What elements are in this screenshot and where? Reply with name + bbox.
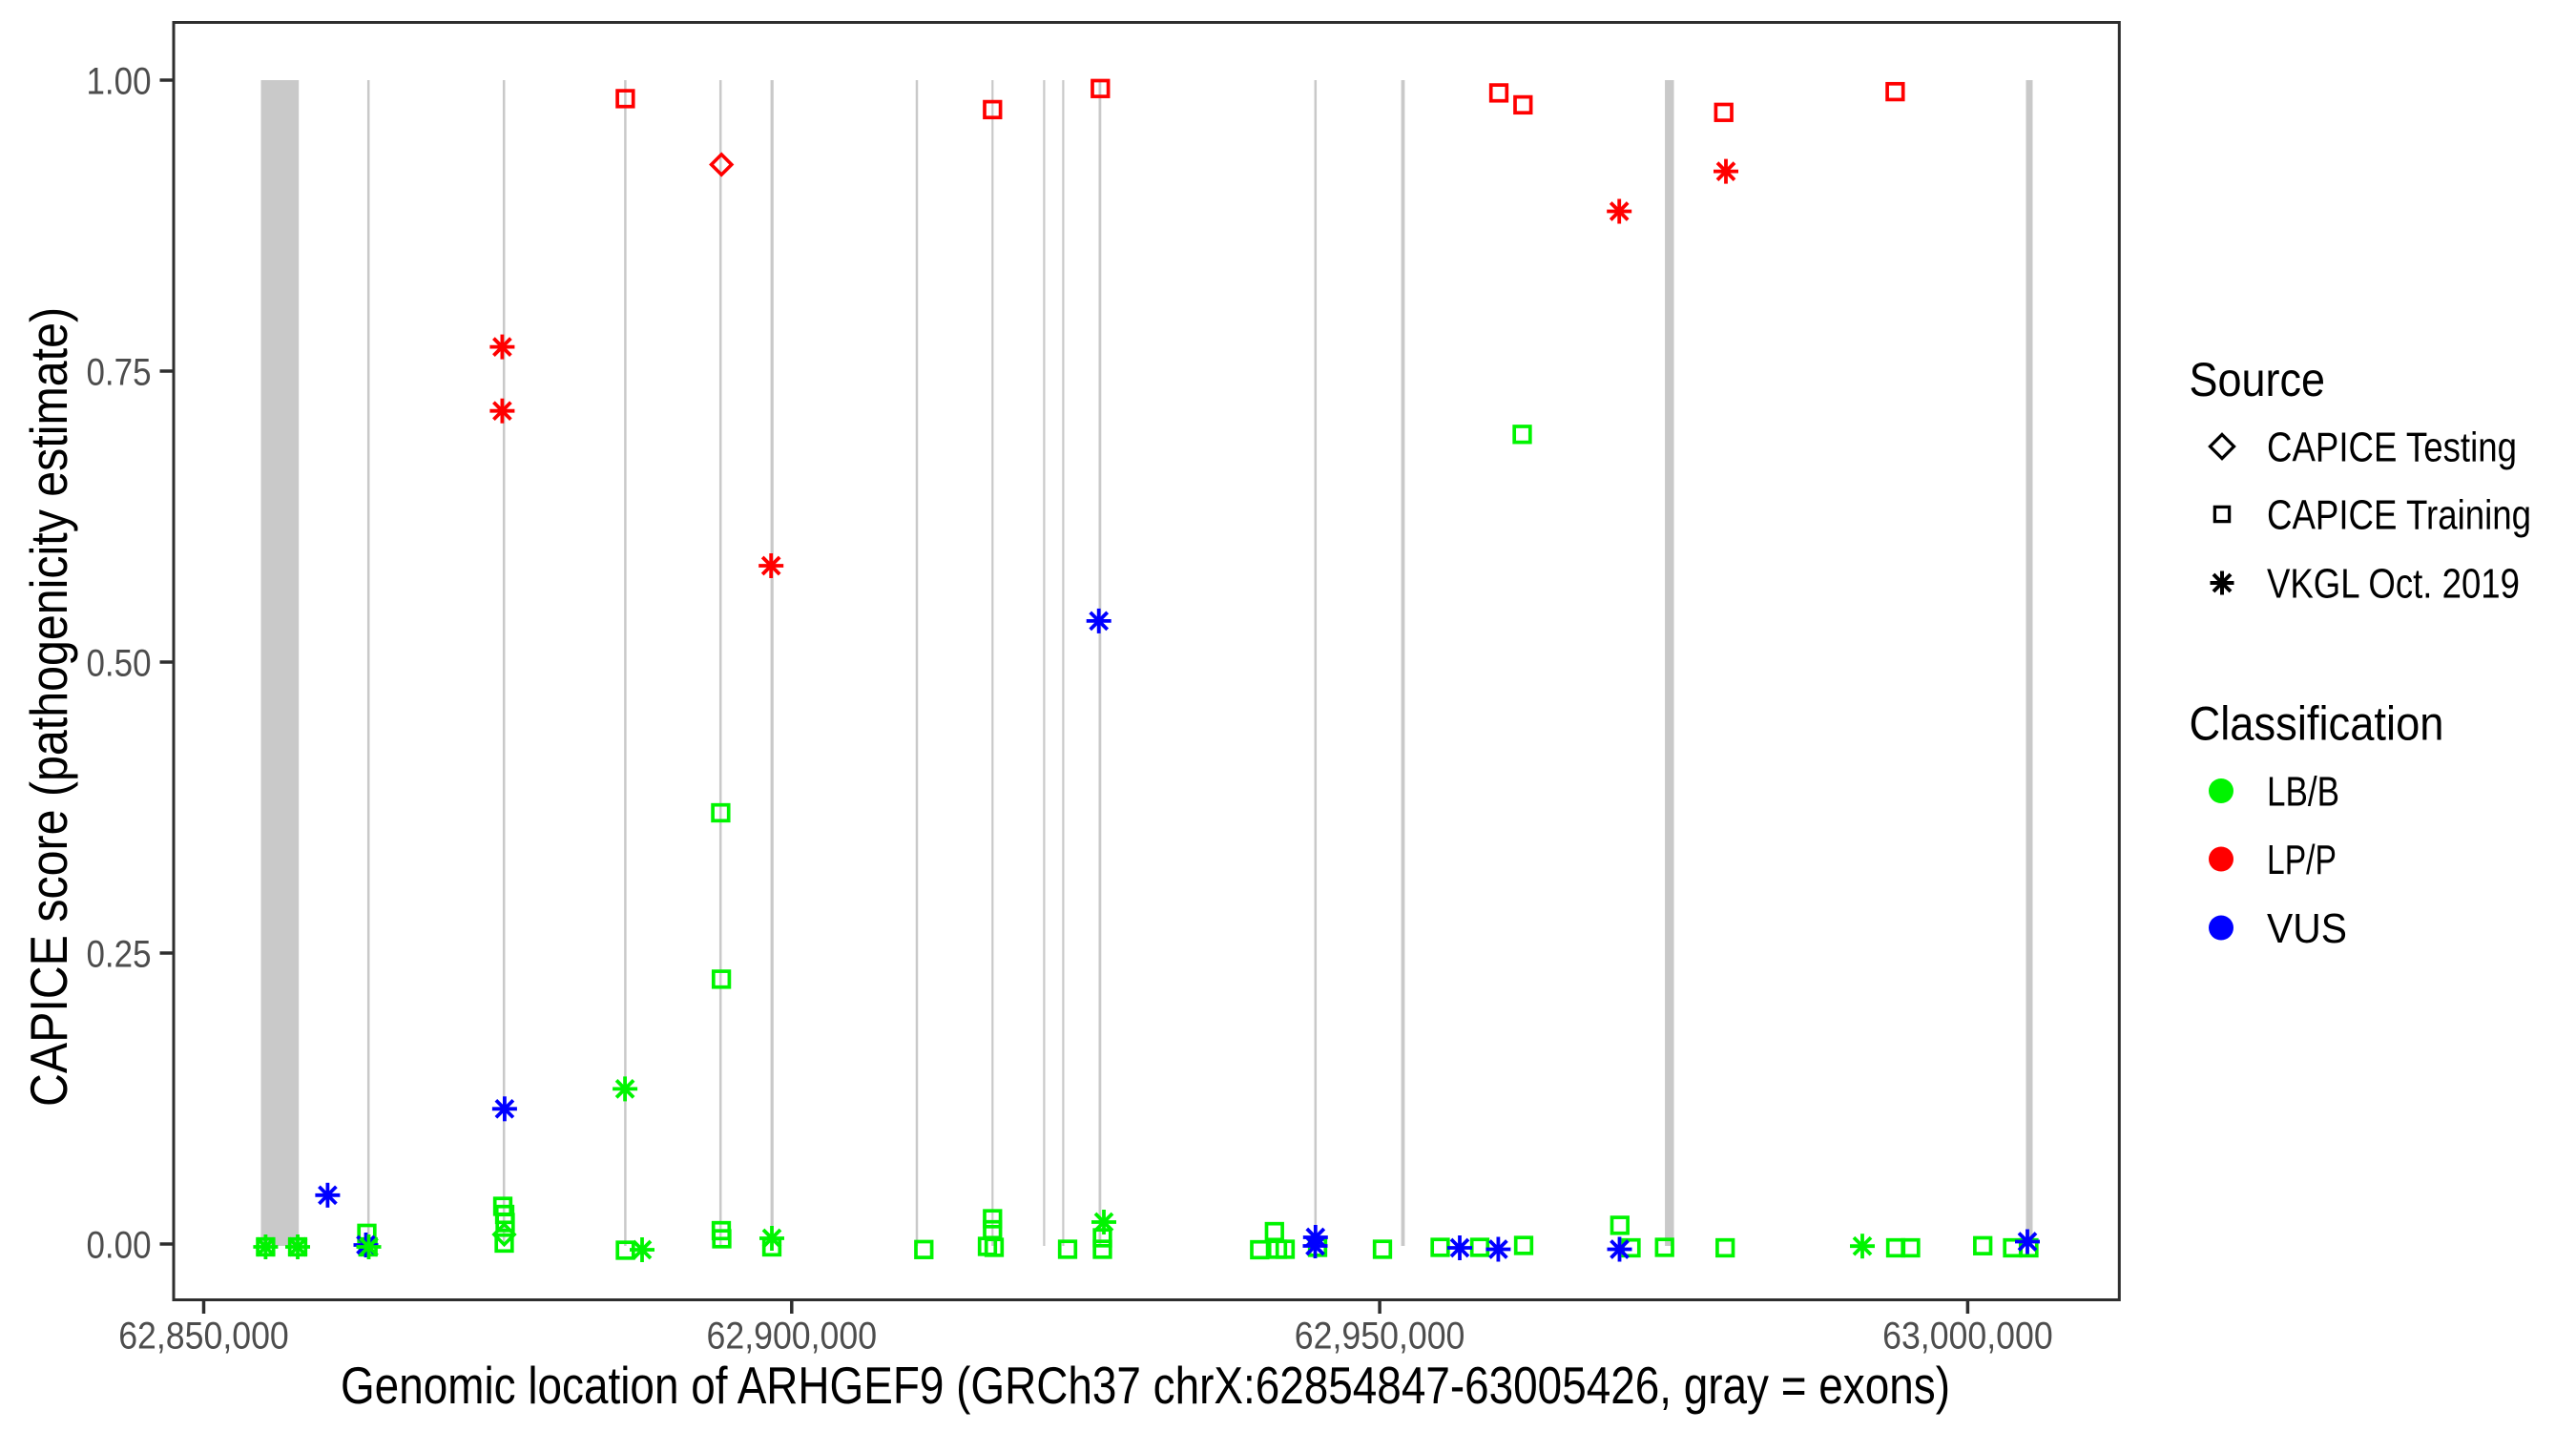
svg-text:0.25: 0.25 bbox=[87, 933, 152, 975]
svg-text:62,850,000: 62,850,000 bbox=[118, 1316, 289, 1358]
svg-text:LB/B: LB/B bbox=[2267, 769, 2339, 816]
svg-text:63,000,000: 63,000,000 bbox=[1882, 1316, 2053, 1358]
svg-text:1.00: 1.00 bbox=[87, 60, 152, 102]
svg-text:Source: Source bbox=[2190, 353, 2326, 406]
svg-text:CAPICE Testing: CAPICE Testing bbox=[2267, 425, 2517, 471]
svg-text:0.75: 0.75 bbox=[87, 351, 152, 393]
svg-text:Classification: Classification bbox=[2190, 697, 2444, 751]
svg-text:CAPICE score (pathogenicity es: CAPICE score (pathogenicity estimate) bbox=[19, 307, 78, 1107]
svg-text:Genomic location of ARHGEF9 (G: Genomic location of ARHGEF9 (GRCh37 chrX… bbox=[341, 1356, 1950, 1415]
svg-text:62,950,000: 62,950,000 bbox=[1295, 1316, 1465, 1358]
svg-text:0.00: 0.00 bbox=[87, 1224, 152, 1266]
svg-text:VKGL Oct. 2019: VKGL Oct. 2019 bbox=[2267, 561, 2520, 608]
svg-text:VUS: VUS bbox=[2267, 905, 2347, 952]
svg-text:LP/P: LP/P bbox=[2267, 837, 2337, 883]
svg-text:0.50: 0.50 bbox=[87, 642, 152, 684]
svg-text:CAPICE Training: CAPICE Training bbox=[2267, 492, 2531, 539]
svg-text:62,900,000: 62,900,000 bbox=[707, 1316, 878, 1358]
